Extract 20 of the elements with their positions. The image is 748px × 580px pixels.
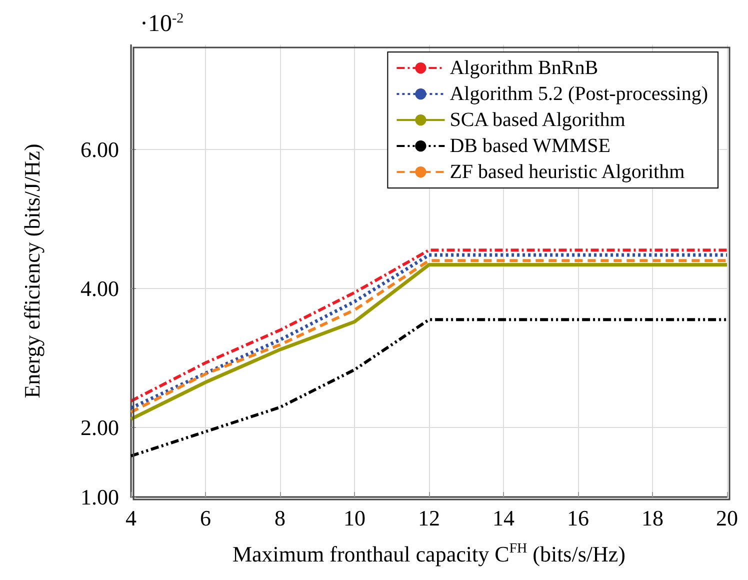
x-tick-label: 16 xyxy=(567,506,589,530)
x-tick-label: 8 xyxy=(274,506,286,530)
y-axis-title: Energy efficiency (bits/J/Hz) xyxy=(20,144,44,398)
legend-label: Algorithm BnRnB xyxy=(450,57,598,79)
x-tick-label: 20 xyxy=(716,506,738,530)
y-tick-label: 4.00 xyxy=(80,276,119,301)
y-tick-label: 2.00 xyxy=(80,414,119,440)
line-series xyxy=(130,318,728,458)
y-tick-label: 1.00 xyxy=(80,484,119,510)
legend-label: Algorithm 5.2 (Post-processing) xyxy=(450,83,708,105)
legend-label: ZF based heuristic Algorithm xyxy=(450,161,686,183)
y-tick-label: 6.00 xyxy=(80,136,119,162)
x-tick-label: 14 xyxy=(492,506,514,530)
x-tick-label: 10 xyxy=(344,506,366,530)
legend-label: DB based WMMSE xyxy=(450,135,610,157)
x-tick-label: 6 xyxy=(200,506,211,530)
legend-label: SCA based Algorithm xyxy=(450,109,626,131)
x-tick-label: 12 xyxy=(418,506,440,530)
x-tick-label: 4 xyxy=(126,506,136,530)
x-tick-label: 18 xyxy=(642,506,664,530)
